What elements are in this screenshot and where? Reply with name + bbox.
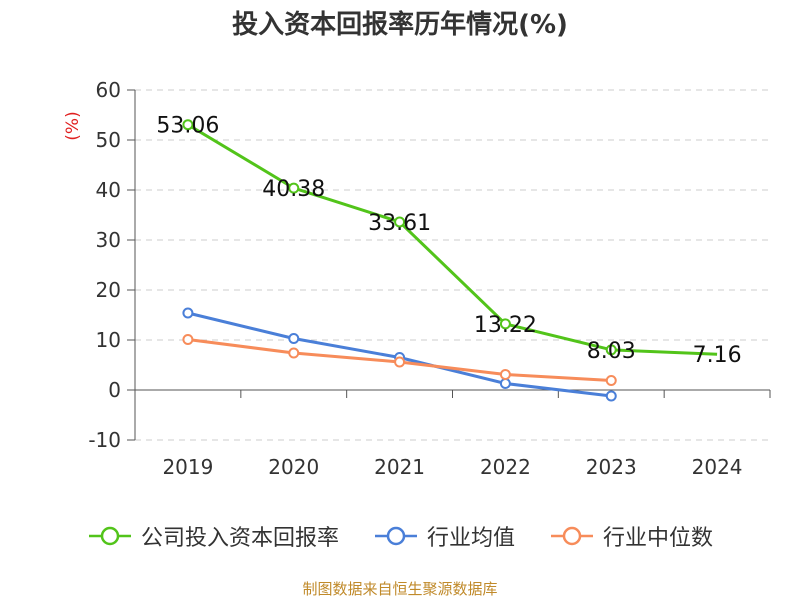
legend-marker [386, 526, 406, 546]
legend-item-industry-median[interactable]: 行业中位数 [549, 520, 713, 552]
y-tick-label: 30 [96, 228, 121, 252]
legend-item-company[interactable]: 公司投入资本回报率 [87, 520, 339, 552]
y-tick-label: 20 [96, 278, 121, 302]
data-point [605, 390, 617, 402]
y-axis-label: (%) [63, 111, 83, 140]
legend-marker [562, 526, 582, 546]
y-tick-label: -10 [88, 428, 121, 452]
source-footnote: 制图数据来自恒生聚源数据库 [302, 580, 498, 598]
data-label: 7.16 [693, 343, 742, 368]
chart-legend: 公司投入资本回报率 行业均值 行业中位数 [0, 518, 800, 554]
series-line-1 [187, 123, 718, 356]
data-point [182, 307, 194, 319]
chart-title: 投入资本回报率历年情况(%) [232, 10, 568, 40]
data-point [499, 318, 511, 330]
x-tick-label: 2024 [692, 455, 743, 479]
legend-label-industry-average: 行业均值 [426, 526, 515, 551]
legend-item-industry-average[interactable]: 行业均值 [373, 520, 515, 552]
legend-line-circle-icon [374, 526, 417, 546]
data-point [288, 347, 300, 359]
x-tick-label: 2022 [480, 455, 531, 479]
data-point [394, 356, 406, 368]
data-point [605, 344, 617, 356]
data-label: 33.61 [368, 211, 431, 236]
y-tick-label: 10 [96, 328, 121, 352]
chart-plot: -10 0 10 20 30 40 50 60 2019 2020 2021 2022 2023 2024… [63, 78, 771, 479]
y-tick-label: 0 [108, 378, 121, 402]
legend-line-circle-icon [551, 526, 593, 546]
x-tick-label: 2019 [162, 455, 213, 479]
legend-line-circle-icon [88, 526, 131, 546]
x-tick-label: 2020 [268, 455, 319, 479]
data-label: 8.03 [587, 339, 636, 364]
data-point [499, 378, 511, 389]
data-point [182, 119, 194, 131]
y-tick-label: 50 [96, 128, 121, 152]
x-tick-label: 2023 [586, 455, 637, 479]
data-label: 53.06 [156, 114, 219, 139]
data-point [182, 334, 194, 345]
y-tick-label: 60 [96, 78, 121, 102]
legend-label-industry-median: 行业中位数 [603, 526, 714, 551]
data-point [499, 369, 511, 380]
data-point [288, 333, 300, 344]
data-label: 13.22 [474, 313, 537, 338]
x-tick-label: 2021 [374, 455, 425, 479]
data-point [394, 216, 406, 228]
data-point [288, 182, 300, 194]
data-point [605, 375, 617, 386]
data-label: 40.38 [262, 177, 325, 202]
legend-label-company: 公司投入资本回报率 [140, 526, 339, 551]
legend-marker [100, 526, 120, 546]
y-tick-label: 40 [96, 178, 121, 202]
